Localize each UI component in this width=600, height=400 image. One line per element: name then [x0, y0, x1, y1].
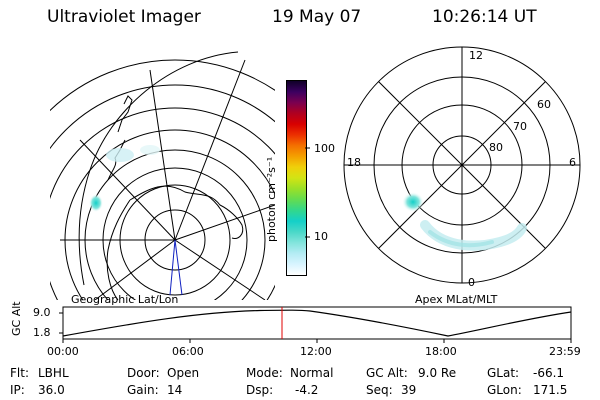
filter-label: Flt:	[10, 366, 29, 380]
gcalt-label: GC Alt:	[366, 366, 408, 380]
glat-label: GLat:	[487, 366, 520, 380]
aurora-patch	[140, 145, 160, 155]
time-tick-1200: 12:00	[300, 345, 332, 358]
altitude-curve	[62, 309, 572, 337]
mlt-line-diag-2	[378, 81, 546, 249]
coastline-nz-north	[117, 95, 133, 133]
time-tick-1800: 18:00	[425, 345, 457, 358]
door-value: Open	[167, 366, 200, 380]
time-tick-0600: 06:00	[172, 345, 204, 358]
aurora-patch	[106, 148, 134, 162]
glon-value: 171.5	[533, 383, 568, 397]
altitude-axis-label: GC Alt	[10, 301, 23, 336]
image-time: 10:26:14 UT	[432, 7, 537, 27]
longitude-lines	[60, 59, 275, 300]
mlat-label-60: 60	[537, 98, 551, 111]
altitude-tick-low: 1.8	[33, 326, 51, 339]
ip-label: IP:	[10, 383, 25, 397]
mlt-label-6: 6	[569, 156, 576, 169]
mlt-label-18: 18	[347, 156, 361, 169]
mlat-label-70: 70	[513, 120, 527, 133]
intensity-colorbar	[286, 80, 307, 276]
seq-label: Seq:	[366, 383, 393, 397]
colorbar-tick-100: 100	[314, 142, 335, 155]
noon-meridian-line	[174, 239, 183, 296]
magnetic-panel-label: Apex MLat/MLT	[415, 293, 498, 306]
coastline-antarctica	[129, 185, 244, 239]
glon-label: GLon:	[487, 383, 522, 397]
time-tick-0000: 00:00	[47, 345, 79, 358]
geographic-panel-label: Geographic Lat/Lon	[71, 293, 179, 306]
mlat-label-80: 80	[489, 141, 503, 154]
seq-value: 39	[401, 383, 417, 397]
dsp-label: Dsp:	[246, 383, 274, 397]
coastline-antarctica-west	[106, 199, 131, 300]
timeline-ticks	[59, 312, 572, 343]
time-tick-2359: 23:59	[549, 345, 581, 358]
mlt-label-0: 0	[468, 276, 475, 289]
gcalt-value: 9.0 Re	[418, 366, 457, 380]
earth-limb	[78, 51, 239, 286]
gain-value: 14	[167, 383, 183, 397]
filter-value: LBHL	[38, 366, 69, 380]
aurora-bright-spot	[402, 192, 424, 212]
mode-label: Mode:	[246, 366, 283, 380]
image-date: 19 May 07	[272, 7, 362, 27]
ip-value: 36.0	[38, 383, 65, 397]
mlt-label-12: 12	[469, 49, 483, 62]
glat-value: -66.1	[533, 366, 565, 380]
altitude-tick-high: 9.0	[33, 306, 51, 319]
colorbar-tick-10: 10	[314, 230, 328, 243]
gain-label: Gain:	[127, 383, 159, 397]
mode-value: Normal	[290, 366, 334, 380]
dsp-value: -4.2	[295, 383, 319, 397]
aurora-patch	[89, 194, 103, 212]
app-title: Ultraviolet Imager	[47, 7, 201, 27]
door-label: Door:	[127, 366, 160, 380]
